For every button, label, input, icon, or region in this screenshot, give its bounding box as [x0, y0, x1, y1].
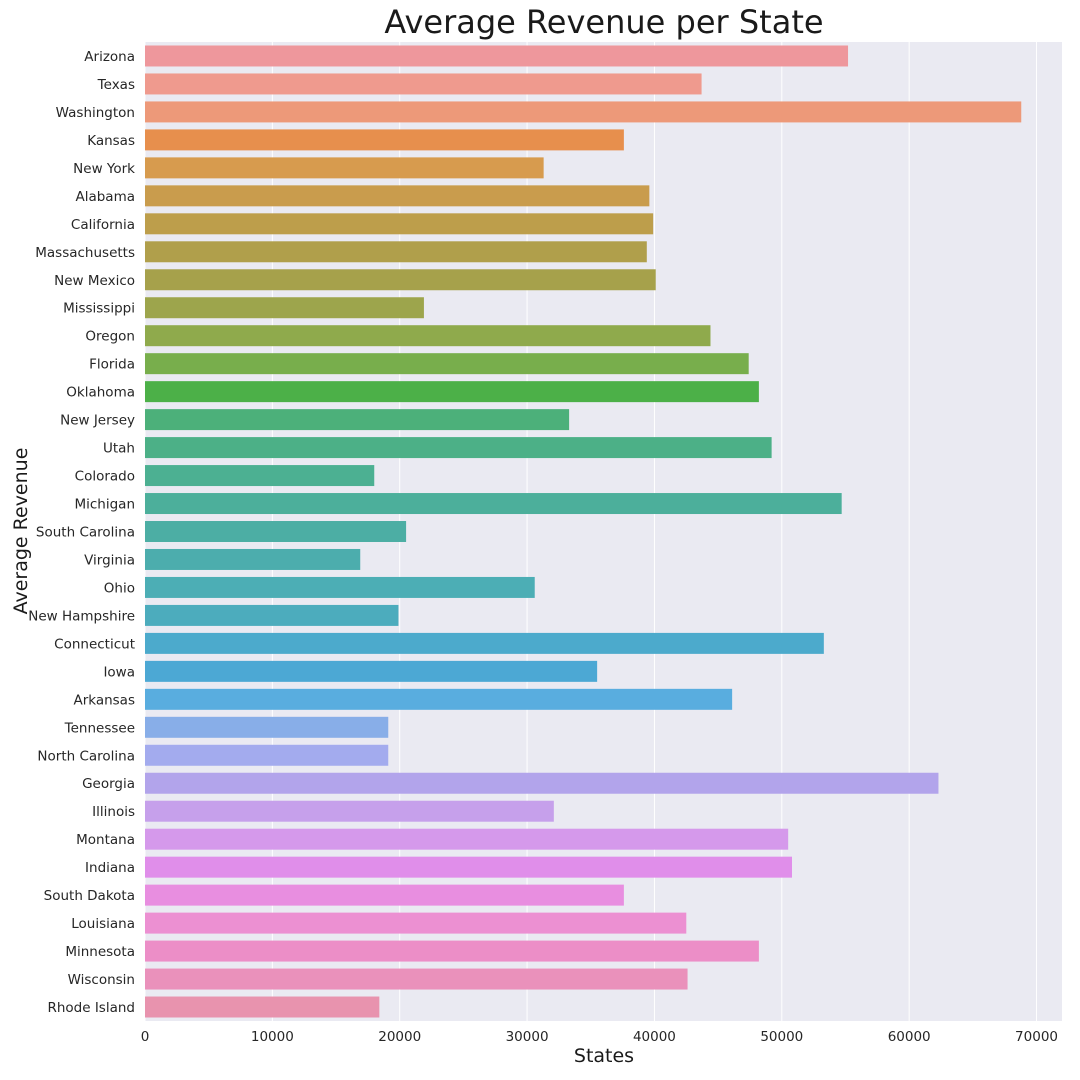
bar-montana — [145, 828, 789, 850]
category-label: North Carolina — [37, 748, 135, 764]
category-label: Washington — [56, 105, 135, 121]
category-label: Rhode Island — [47, 1000, 135, 1016]
category-label: New York — [73, 161, 135, 177]
category-label: Oklahoma — [66, 385, 135, 401]
bar-rhode-island — [145, 996, 380, 1018]
bar-massachusetts — [145, 241, 647, 263]
category-label: New Jersey — [60, 413, 135, 429]
bar-utah — [145, 437, 772, 459]
x-tick-label: 10000 — [251, 1029, 294, 1045]
category-label: Indiana — [85, 860, 135, 876]
category-label: Mississippi — [63, 301, 135, 317]
category-label: Illinois — [92, 804, 135, 820]
chart-title: Average Revenue per State — [384, 3, 824, 41]
category-label: Arkansas — [73, 692, 135, 708]
category-label: Florida — [89, 357, 135, 373]
category-label: Texas — [97, 77, 135, 93]
category-label: Kansas — [87, 133, 135, 149]
bar-illinois — [145, 800, 554, 822]
category-label: Tennessee — [64, 720, 135, 736]
bar-kansas — [145, 129, 624, 151]
bar-iowa — [145, 660, 598, 682]
category-label: Montana — [76, 832, 135, 848]
bar-ohio — [145, 576, 535, 598]
x-axis-label: States — [573, 1045, 635, 1067]
category-label: Virginia — [84, 552, 135, 568]
category-label: Georgia — [82, 776, 135, 792]
category-label: Alabama — [75, 189, 135, 205]
x-tick-labels: 0 10000 20000 30000 40000 50000 60000 70000 — [141, 1029, 1058, 1045]
category-label: South Dakota — [44, 888, 135, 904]
category-label: Ohio — [104, 580, 135, 596]
bar-south-carolina — [145, 521, 407, 542]
category-label: Oregon — [85, 329, 135, 345]
bar-florida — [145, 353, 749, 375]
bar-wisconsin — [145, 968, 688, 990]
category-label: Michigan — [74, 497, 135, 513]
x-tick-label: 60000 — [888, 1029, 931, 1045]
bar-california — [145, 213, 654, 235]
category-label: South Carolina — [36, 525, 135, 541]
x-tick-label: 50000 — [760, 1029, 803, 1045]
bar-oklahoma — [145, 381, 759, 403]
category-label: Arizona — [84, 49, 135, 65]
bar-tennessee — [145, 716, 389, 738]
category-label: New Hampshire — [28, 608, 135, 624]
bar-michigan — [145, 493, 842, 515]
bar-new-york — [145, 157, 544, 179]
category-label: Wisconsin — [68, 972, 135, 988]
bar-mississippi — [145, 297, 424, 319]
category-label: Louisiana — [71, 916, 135, 932]
category-label: Minnesota — [65, 944, 135, 960]
bar-colorado — [145, 465, 375, 487]
bars-group — [145, 45, 1022, 1018]
x-tick-label: 0 — [141, 1029, 150, 1045]
bar-new-hampshire — [145, 604, 399, 626]
bar-arizona — [145, 45, 849, 67]
bar-new-mexico — [145, 269, 656, 291]
bar-indiana — [145, 856, 792, 878]
category-label: Massachusetts — [35, 245, 135, 261]
bar-oregon — [145, 325, 711, 347]
category-label: Utah — [103, 441, 135, 457]
bar-north-carolina — [145, 744, 389, 766]
x-tick-label: 70000 — [1015, 1029, 1058, 1045]
category-label: California — [71, 217, 135, 233]
category-label: Colorado — [75, 469, 135, 485]
bar-virginia — [145, 548, 361, 570]
bar-new-jersey — [145, 409, 570, 431]
bar-arkansas — [145, 688, 733, 710]
x-tick-label: 40000 — [633, 1029, 676, 1045]
x-tick-label: 20000 — [378, 1029, 421, 1045]
bar-connecticut — [145, 632, 824, 654]
bar-louisiana — [145, 912, 687, 934]
x-tick-label: 30000 — [506, 1029, 549, 1045]
category-labels: Arizona Texas Washington Kansas New York Alab… — [28, 49, 135, 1016]
bar-washington — [145, 101, 1022, 123]
category-label: Connecticut — [54, 636, 135, 652]
bar-alabama — [145, 185, 650, 207]
category-label: New Mexico — [54, 273, 135, 289]
bar-texas — [145, 73, 702, 95]
bar-georgia — [145, 772, 939, 794]
bar-south-dakota — [145, 884, 624, 906]
bar-minnesota — [145, 940, 759, 962]
category-label: Iowa — [103, 664, 135, 680]
